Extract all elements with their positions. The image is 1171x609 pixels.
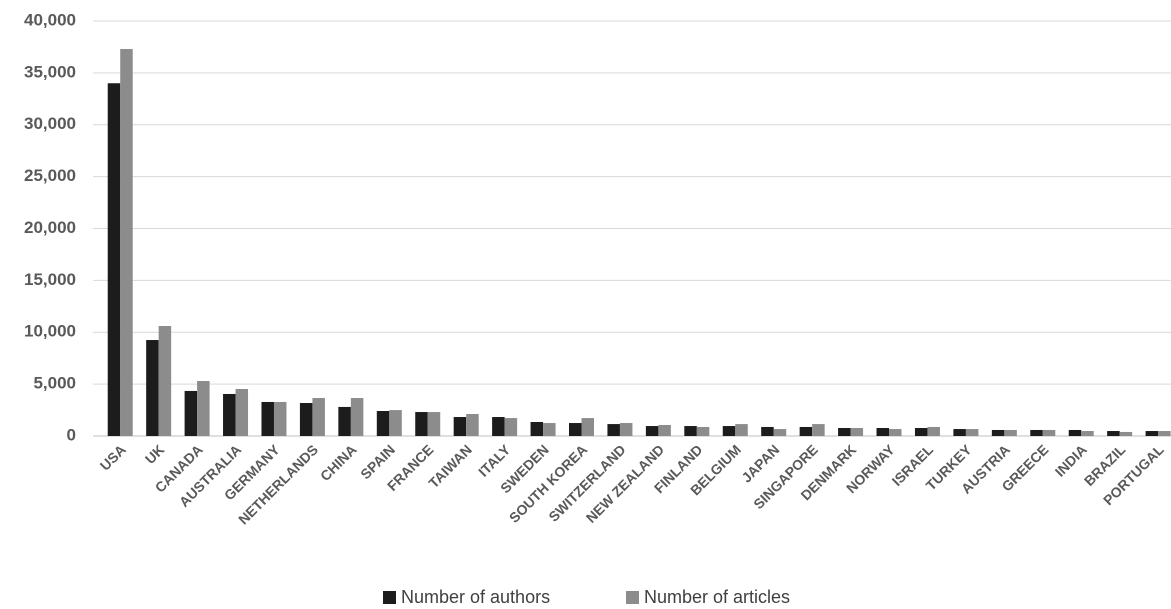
bar [415,412,428,436]
legend-label: Number of articles [644,587,790,607]
x-tick-label: CHINA [317,441,360,484]
bar [492,417,505,436]
bar [619,423,633,436]
bar [184,390,198,436]
bar [312,398,325,436]
y-tick-label: 25,000 [24,166,76,185]
bar [261,401,274,436]
bar [722,426,736,436]
bar [223,393,236,436]
bar [197,381,210,436]
bar [889,429,902,436]
bar [645,426,659,436]
y-tick-label: 5,000 [33,374,76,393]
bar [427,412,441,436]
bar [991,429,1005,436]
bar [158,326,172,436]
y-tick-label: 10,000 [24,322,76,341]
bar [530,421,544,436]
y-tick-label: 15,000 [24,270,76,289]
legend-label: Number of authors [401,587,550,607]
bar [453,417,467,436]
bar [914,428,928,436]
legend-swatch [383,591,396,604]
bar [850,428,864,436]
bar [1158,431,1171,436]
bar [120,49,133,436]
bar [1081,431,1094,436]
bar [927,426,940,436]
bar [389,410,402,436]
bar [569,423,582,436]
x-tick-label: TAIWAN [425,441,475,491]
bar [466,414,479,436]
bar [838,428,851,436]
bar [1004,429,1017,436]
bar [107,83,121,436]
bar [761,426,774,436]
bar [504,418,518,436]
y-tick-label: 35,000 [24,62,76,81]
bar [273,401,287,436]
bar [876,428,890,436]
bar [607,424,620,436]
bar [376,410,390,436]
bar [338,406,351,436]
y-tick-label: 40,000 [24,10,76,29]
bar [1119,431,1133,436]
y-tick-label: 20,000 [24,218,76,237]
bar [235,389,249,436]
bar [350,398,364,436]
x-tick-label: USA [97,441,129,473]
bar [658,425,671,436]
bar [696,426,710,436]
bar [581,418,594,436]
bar [146,340,159,436]
y-tick-label: 0 [67,425,76,444]
bar [1042,429,1056,436]
bar [543,423,556,436]
bar [953,429,966,436]
bar [773,429,787,436]
bar [812,424,825,436]
x-tick-label: UK [142,441,168,467]
bar [1030,429,1043,436]
bar [684,426,697,436]
bar [1107,431,1120,436]
bar [1068,429,1082,436]
bar [735,424,748,436]
bar [299,403,313,436]
y-tick-label: 30,000 [24,114,76,133]
bar [1145,431,1159,436]
legend-swatch [626,591,639,604]
bar [799,426,813,436]
bar [965,429,979,436]
